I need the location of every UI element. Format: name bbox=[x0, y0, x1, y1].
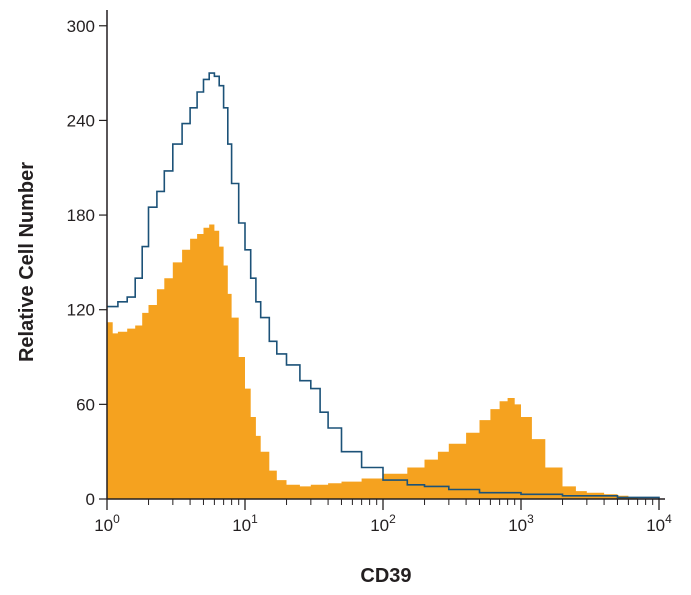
x-tick-label: 104 bbox=[646, 512, 672, 535]
y-tick-label: 120 bbox=[67, 301, 95, 320]
series-1-filled-histogram bbox=[107, 224, 659, 499]
x-tick-label: 101 bbox=[232, 512, 258, 535]
x-tick-label: 103 bbox=[508, 512, 534, 535]
x-axis-title: CD39 bbox=[360, 565, 411, 587]
x-tick-label: 100 bbox=[94, 512, 120, 535]
x-axis-ticks: 100 101 102 103 104 bbox=[94, 499, 672, 535]
plot-series bbox=[107, 72, 660, 499]
y-tick-label: 0 bbox=[86, 490, 95, 509]
y-axis-title: Relative Cell Number bbox=[16, 162, 38, 362]
y-tick-label: 180 bbox=[67, 206, 95, 225]
y-tick-label: 60 bbox=[76, 395, 95, 414]
y-tick-label: 240 bbox=[67, 111, 95, 130]
y-tick-label: 300 bbox=[67, 17, 95, 36]
x-tick-label: 102 bbox=[370, 512, 396, 535]
series-2-outline-histogram bbox=[107, 72, 660, 499]
y-axis-ticks: 0 60 120 180 240 300 bbox=[67, 17, 107, 509]
